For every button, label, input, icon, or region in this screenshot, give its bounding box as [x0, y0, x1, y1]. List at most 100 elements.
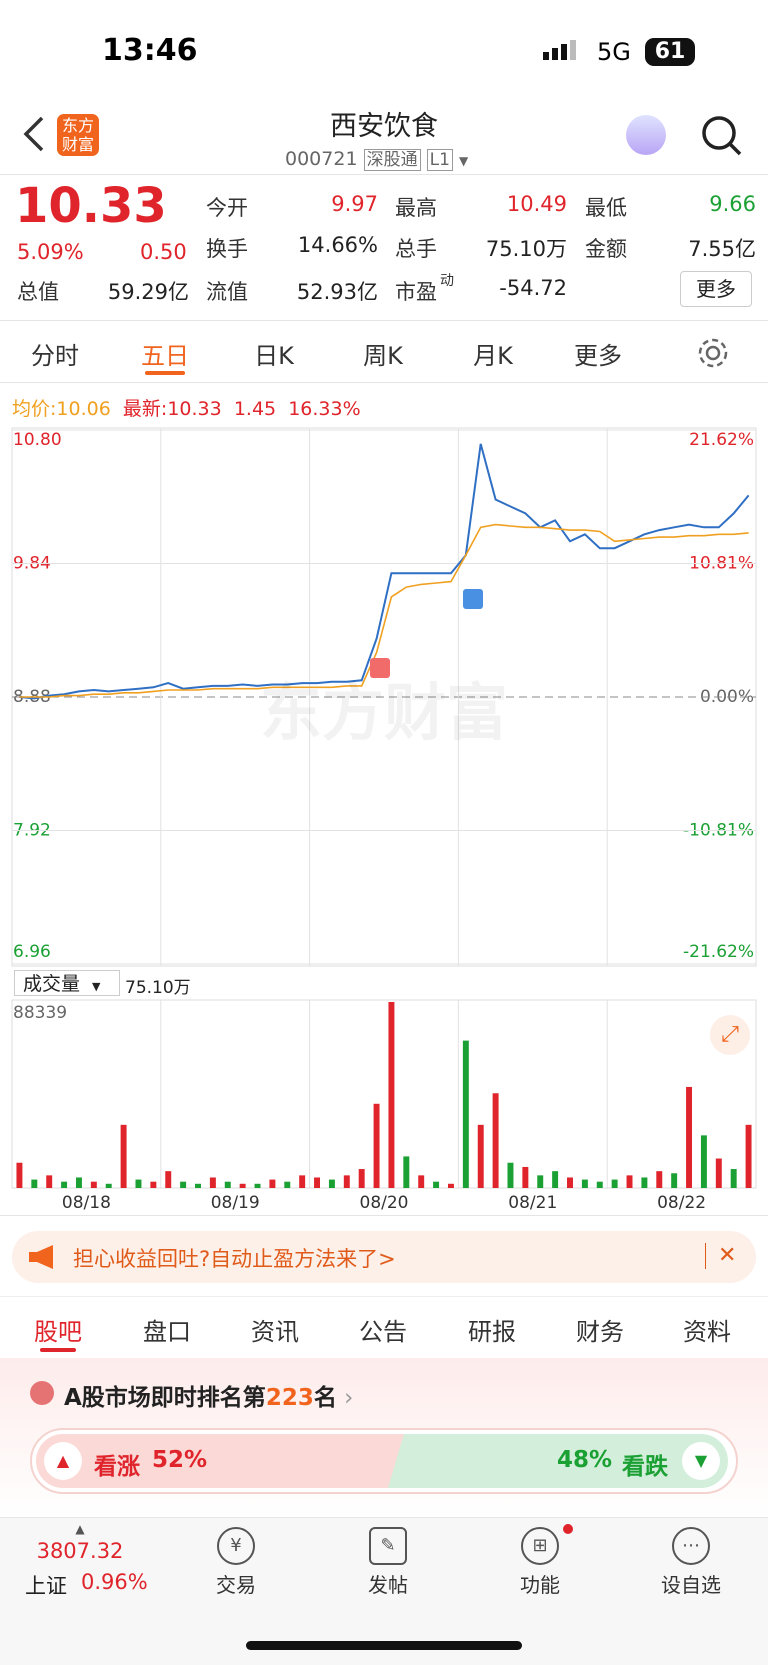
up-label: 看涨 [94, 1454, 140, 1480]
y2-tick-label: -21.62% [683, 942, 754, 962]
volume-bar [462, 1040, 469, 1188]
nav-label[interactable]: 交易 [216, 1573, 256, 1597]
y-tick-label: 6.96 [13, 942, 51, 962]
tab[interactable]: 五日 [141, 342, 189, 370]
up-icon[interactable]: ▲ [44, 1442, 82, 1480]
volume-bar [180, 1181, 187, 1188]
more-button[interactable]: 更多 [680, 271, 752, 307]
section-tab[interactable]: 资料 [683, 1318, 731, 1346]
ranking-icon [30, 1381, 54, 1405]
up-pct: 52% [152, 1447, 208, 1473]
nav-icon[interactable]: ⊞ [521, 1527, 559, 1565]
nav-icon[interactable]: ✎ [369, 1527, 407, 1565]
tab[interactable]: 日K [254, 342, 294, 370]
banner[interactable] [12, 1231, 756, 1283]
volume-bar [403, 1156, 410, 1188]
volume-bar [567, 1177, 573, 1188]
x-tick-label: 08/22 [657, 1193, 706, 1213]
pe: -54.72 [499, 276, 567, 300]
volume-bar [492, 1093, 499, 1188]
volume-frame [11, 999, 757, 1189]
section-tab[interactable]: 财务 [576, 1318, 624, 1346]
float: 52.93亿 [296, 280, 378, 304]
home-indicator [246, 1641, 522, 1650]
section-tab[interactable]: 资讯 [251, 1318, 299, 1346]
ranking-prefix: A股市场即时排名第 [64, 1385, 266, 1411]
amount-label: 金额 [585, 237, 627, 261]
nav-icon[interactable]: ⋯ [672, 1527, 710, 1565]
divider [0, 1215, 768, 1216]
pe-label: 市盈 [395, 280, 437, 304]
volume-label: 总手 [395, 237, 437, 261]
index-name[interactable]: 上证 [25, 1574, 67, 1598]
volume-bar [239, 1183, 246, 1188]
stock-name: 西安饮食 [330, 111, 438, 142]
volume: 75.10万 [485, 237, 567, 261]
volume-bar [150, 1181, 157, 1188]
turnover-label: 换手 [206, 237, 248, 261]
volume-bar [314, 1177, 321, 1188]
tab[interactable]: 更多 [574, 342, 622, 370]
volume-bar [328, 1179, 335, 1188]
x-tick-label: 08/19 [211, 1193, 260, 1213]
tab[interactable]: 周K [363, 342, 403, 370]
index-value[interactable]: 3807.32 [36, 1539, 124, 1563]
nav-label[interactable]: 发帖 [368, 1573, 408, 1597]
network: 5G [597, 38, 631, 66]
badge [563, 1524, 573, 1534]
volume-bar [522, 1166, 529, 1188]
nav-icon[interactable]: ¥ [217, 1527, 255, 1565]
settings-button[interactable] [697, 337, 729, 369]
tag: 深股通 [363, 149, 421, 171]
section-tab[interactable]: 研报 [468, 1318, 516, 1346]
sell-marker [463, 589, 483, 609]
tab[interactable]: 月K [473, 342, 513, 370]
tab[interactable]: 分时 [31, 342, 79, 370]
down-icon[interactable]: ▼ [682, 1442, 720, 1480]
volume-bar [686, 1086, 693, 1188]
section-tab[interactable]: 盘口 [143, 1318, 191, 1346]
volume-bar [284, 1181, 291, 1188]
nav-label[interactable]: 设自选 [661, 1573, 721, 1597]
back-button[interactable] [22, 116, 46, 152]
megaphone-icon [29, 1245, 53, 1269]
volume-bar [16, 1162, 23, 1188]
expand-button[interactable]: ⤢ [710, 1015, 750, 1055]
vote-up[interactable] [36, 1434, 406, 1488]
search-button[interactable] [700, 114, 744, 158]
banner-text[interactable]: 担心收益回吐?自动止盈方法来了> [73, 1247, 396, 1271]
section-underline [40, 1348, 76, 1352]
close-button[interactable]: ✕ [705, 1243, 736, 1269]
volume-bar [715, 1158, 722, 1188]
volume-bar [745, 1124, 752, 1188]
change-pct: 5.09% [17, 240, 84, 264]
volume-bar [700, 1135, 707, 1188]
volume-bar [343, 1175, 350, 1188]
vote-down[interactable] [387, 1434, 728, 1488]
section-tab[interactable]: 股吧 [34, 1318, 82, 1346]
ranking[interactable]: A股市场即时排名第223名 › [64, 1385, 354, 1411]
pct: 16.33% [288, 398, 361, 420]
section-tab[interactable]: 公告 [359, 1318, 407, 1346]
robot-avatar[interactable] [626, 115, 666, 155]
signal-icon [543, 40, 576, 60]
volume-bar [90, 1181, 97, 1188]
volume-bar [433, 1181, 440, 1188]
logo: 东方财富 [57, 114, 99, 156]
nav-label[interactable]: 功能 [520, 1573, 560, 1597]
volume-bar [730, 1169, 737, 1188]
volume-bar [537, 1175, 544, 1188]
volume-total: 75.10万 [125, 978, 191, 998]
divider [0, 382, 768, 383]
volume-bar [254, 1183, 261, 1188]
divider [0, 1296, 768, 1297]
volume-bar [120, 1124, 127, 1188]
volume-bar [105, 1183, 112, 1188]
divider [0, 174, 768, 175]
ranking-suffix: 名 [313, 1385, 337, 1411]
volume-selector[interactable]: 成交量 ▼ [14, 970, 120, 996]
y-tick-label: 88339 [13, 1003, 67, 1023]
low-label: 最低 [585, 196, 627, 220]
index-change[interactable]: 0.96% [81, 1570, 148, 1594]
